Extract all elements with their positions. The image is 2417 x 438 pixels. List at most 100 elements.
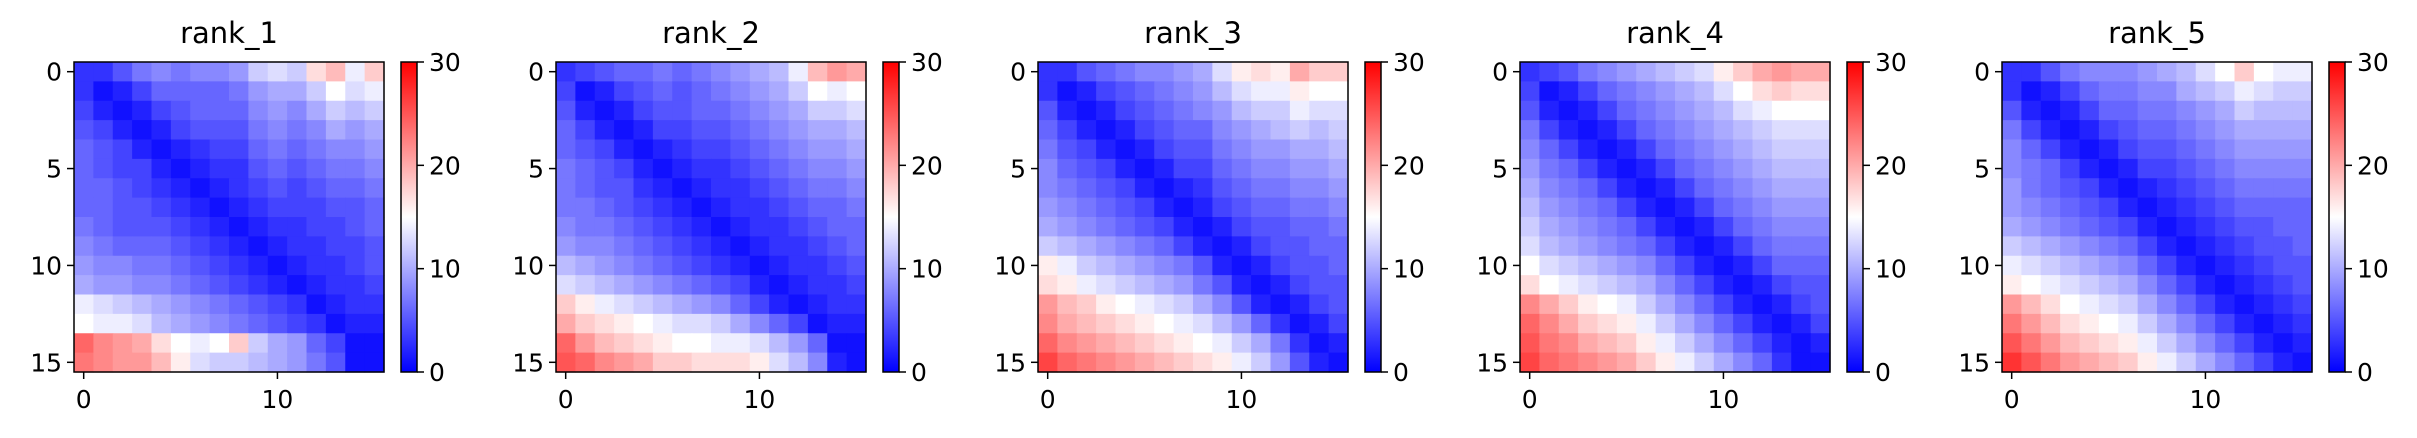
heatmap-cell bbox=[807, 62, 828, 82]
heatmap-cell bbox=[112, 139, 133, 160]
heatmap-cell bbox=[209, 255, 230, 276]
heatmap-cell bbox=[1173, 62, 1194, 82]
heatmap-cell bbox=[2292, 139, 2313, 160]
y-tick-label: 0 bbox=[46, 58, 62, 87]
heatmap-cell bbox=[1791, 158, 1812, 179]
heatmap-cell bbox=[614, 217, 635, 237]
heatmap-cell bbox=[2273, 120, 2294, 141]
heatmap-cell bbox=[151, 352, 172, 373]
heatmap-cell bbox=[652, 139, 673, 160]
heatmap-cell bbox=[1520, 236, 1540, 257]
heatmap-cell bbox=[209, 294, 230, 315]
heatmap-cell bbox=[2273, 313, 2294, 334]
heatmap-cell bbox=[1038, 158, 1058, 179]
heatmap-cell bbox=[827, 120, 848, 141]
heatmap-cell bbox=[1193, 275, 1213, 296]
heatmap-cell bbox=[2292, 352, 2313, 373]
heatmap-cell bbox=[345, 139, 366, 160]
heatmap-cell bbox=[1539, 294, 1560, 315]
heatmap-cell bbox=[112, 158, 133, 179]
heatmap-cell bbox=[788, 333, 809, 354]
heatmap-cell bbox=[1193, 236, 1213, 257]
heatmap-cell bbox=[788, 100, 809, 121]
heatmap-cell bbox=[2040, 139, 2061, 160]
heatmap-cell bbox=[1810, 352, 1831, 373]
heatmap-cell bbox=[1231, 62, 1252, 82]
heatmap-cell bbox=[2060, 100, 2081, 121]
heatmap-cell bbox=[1810, 197, 1831, 218]
heatmap-cell bbox=[190, 217, 211, 237]
y-tick-label: 5 bbox=[46, 155, 62, 184]
heatmap-cell bbox=[1193, 139, 1213, 160]
heatmap-cell bbox=[1675, 255, 1695, 276]
heatmap-cell bbox=[1810, 255, 1831, 276]
heatmap-cell bbox=[1096, 217, 1117, 237]
heatmap-cell bbox=[1212, 81, 1233, 102]
heatmap-cell bbox=[1057, 352, 1078, 373]
heatmap-cell bbox=[2098, 217, 2119, 237]
heatmap-cell bbox=[2002, 62, 2022, 82]
heatmap-cell bbox=[1636, 255, 1657, 276]
heatmap-cell bbox=[112, 333, 133, 354]
heatmap-cell bbox=[769, 236, 790, 257]
heatmap-cell bbox=[1115, 197, 1136, 218]
heatmap-cell bbox=[691, 217, 712, 237]
heatmap-cell bbox=[132, 120, 153, 141]
heatmap-cell bbox=[132, 313, 153, 334]
heatmap-cell bbox=[2234, 139, 2255, 160]
heatmap-cell bbox=[1520, 139, 1540, 160]
heatmap-cell bbox=[1134, 100, 1155, 121]
heatmap-cell bbox=[112, 352, 133, 373]
colorbar-tick-label: 20 bbox=[2357, 151, 2389, 180]
heatmap-cell bbox=[1096, 294, 1117, 315]
heatmap-cell bbox=[132, 275, 153, 296]
heatmap-cell bbox=[1771, 275, 1792, 296]
heatmap-cell bbox=[1810, 294, 1831, 315]
heatmap-cell bbox=[2157, 139, 2177, 160]
heatmap-cell bbox=[691, 197, 712, 218]
heatmap-cell bbox=[170, 139, 191, 160]
heatmap-cell bbox=[1212, 197, 1233, 218]
heatmap-cell bbox=[170, 255, 191, 276]
heatmap-cell bbox=[1791, 352, 1812, 373]
heatmap-cell bbox=[1134, 294, 1155, 315]
heatmap-cell bbox=[112, 178, 133, 199]
heatmap-cell bbox=[1115, 313, 1136, 334]
heatmap-cell bbox=[1655, 294, 1676, 315]
heatmap-cell bbox=[229, 255, 249, 276]
heatmap-cell bbox=[1539, 275, 1560, 296]
heatmap-cell bbox=[2137, 158, 2158, 179]
heatmap-cell bbox=[730, 120, 751, 141]
heatmap-cell bbox=[652, 255, 673, 276]
heatmap-cell bbox=[151, 217, 172, 237]
heatmap-cell bbox=[2195, 333, 2216, 354]
heatmap-cell bbox=[807, 197, 828, 218]
heatmap-cell bbox=[711, 255, 731, 276]
heatmap-cell bbox=[2176, 333, 2197, 354]
heatmap-cell bbox=[93, 313, 114, 334]
heatmap-cell bbox=[209, 217, 230, 237]
heatmap-cell bbox=[1694, 236, 1715, 257]
heatmap-cell bbox=[652, 236, 673, 257]
heatmap-cell bbox=[1655, 197, 1676, 218]
heatmap-cell bbox=[2273, 217, 2294, 237]
heatmap-cell bbox=[1212, 352, 1233, 373]
heatmap-cell bbox=[2253, 333, 2274, 354]
heatmap-cell bbox=[1597, 178, 1618, 199]
heatmap-cell bbox=[1636, 158, 1657, 179]
heatmap-cell bbox=[151, 255, 172, 276]
heatmap-cell bbox=[2273, 236, 2294, 257]
heatmap-cell bbox=[267, 120, 288, 141]
heatmap-cell bbox=[287, 333, 308, 354]
heatmap-cell bbox=[1655, 313, 1676, 334]
heatmap-cell bbox=[1173, 352, 1194, 373]
heatmap-cell bbox=[1270, 236, 1291, 257]
heatmap-panel-5: rank_5 0 5 10 15 0 10 0 10 20 30 bbox=[1958, 16, 2389, 414]
heatmap-cell bbox=[2157, 158, 2177, 179]
heatmap-cell bbox=[1810, 139, 1831, 160]
heatmap-cell bbox=[672, 255, 693, 276]
heatmap-cell bbox=[807, 217, 828, 237]
heatmap-cell bbox=[1251, 120, 1272, 141]
heatmap-cell bbox=[2021, 139, 2042, 160]
heatmap-cell bbox=[364, 217, 385, 237]
